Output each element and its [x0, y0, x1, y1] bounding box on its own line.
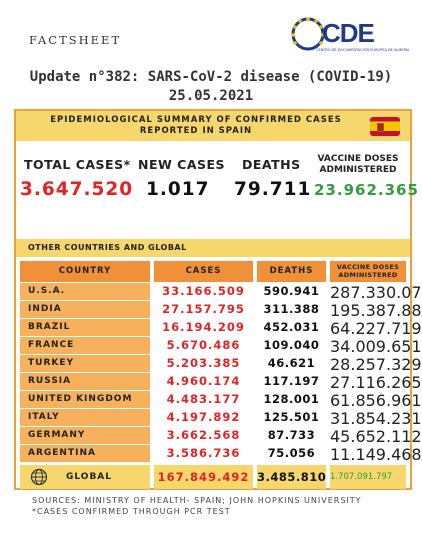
- row-vaccine-cell: 195.387.884: [330, 301, 422, 320]
- row-vaccine-cell: 64.227.719: [330, 319, 422, 338]
- summary-panel: EPIDEMIOLOGICAL SUMMARY OF CONFIRMED CAS…: [14, 109, 422, 490]
- row-country-cell: U.S.A.: [20, 283, 150, 300]
- row-cases-cell: 3.662.568: [166, 428, 241, 442]
- row-cases-cell: 27.157.795: [162, 302, 245, 316]
- total-cases-label: TOTAL CASES*: [24, 157, 131, 172]
- row-deaths-cell: 128.001: [263, 392, 320, 406]
- row-deaths-cell: 117.197: [263, 374, 320, 388]
- row-country-cell: ARGENTINA: [20, 445, 150, 462]
- row-deaths-cell: 46.621: [267, 356, 316, 370]
- row-vaccine-cell: 27.116.265: [330, 373, 422, 392]
- row-cases-cell: 4.197.892: [166, 410, 241, 424]
- other-countries-title: OTHER COUNTRIES AND GLOBAL: [28, 243, 187, 252]
- row-vaccine-cell: 28.257.329: [330, 355, 422, 374]
- row-cases-cell: 4.483.177: [166, 392, 241, 406]
- row-cases-cell: 16.194.209: [162, 320, 245, 334]
- global-deaths-cell: 3.485.810: [257, 465, 326, 489]
- footer: SOURCES: MINISTRY OF HEALTH- SPAIN; JOHN…: [32, 495, 362, 517]
- global-vaccine-cell: 1.707.091.797: [330, 465, 406, 489]
- row-vaccine-cell: 61.856.961: [330, 391, 422, 410]
- spain-summary-banner: EPIDEMIOLOGICAL SUMMARY OF CONFIRMED CAS…: [16, 111, 410, 141]
- row-vaccine-cell: 34.009.651: [330, 337, 422, 356]
- row-deaths-cell: 87.733: [267, 428, 316, 442]
- row-deaths-cell: 590.941: [263, 284, 320, 298]
- row-country-cell: RUSSIA: [20, 373, 150, 390]
- header-cases: CASES: [154, 261, 253, 282]
- pcr-note: *CASES CONFIRMED THROUGH PCR TEST: [32, 507, 231, 516]
- row-deaths-cell: 75.056: [267, 446, 316, 460]
- banner-title: EPIDEMIOLOGICAL SUMMARY OF CONFIRMED CAS…: [50, 115, 342, 136]
- page-title: Update n°382: SARS-CoV-2 disease (COVID-…: [29, 69, 393, 104]
- sources-note: SOURCES: MINISTRY OF HEALTH- SPAIN; JOHN…: [32, 496, 362, 505]
- row-country-cell: ITALY: [20, 409, 150, 426]
- row-vaccine-cell: 287.330.071: [330, 283, 422, 302]
- row-deaths-cell: 125.501: [263, 410, 320, 424]
- header-country: COUNTRY: [20, 261, 150, 282]
- row-deaths-cell: 452.031: [263, 320, 320, 334]
- deaths-value: 79.711: [234, 179, 312, 200]
- row-vaccine-cell: 11.149.468: [330, 445, 422, 464]
- row-cases-cell: 3.586.736: [166, 446, 241, 460]
- logo-subtitle: CENTRO DE DOCUMENTACIÓN EUROPEA DE ALMER…: [316, 48, 410, 52]
- header-vaccine: VACCINE DOSES ADMINISTERED: [330, 261, 406, 282]
- header-deaths: DEATHS: [257, 261, 326, 282]
- row-country-cell: TURKEY: [20, 355, 150, 372]
- vaccine-doses-value: 23.962.365: [314, 181, 419, 199]
- row-cases-cell: 5.670.486: [166, 338, 241, 352]
- row-country-cell: UNITED KINGDOM: [20, 391, 150, 408]
- globe-icon: [30, 468, 48, 486]
- vaccine-doses-label: VACCINE DOSES ADMINISTERED: [317, 154, 399, 175]
- row-country-cell: GERMANY: [20, 427, 150, 444]
- factsheet-label: FACTSHEET: [29, 33, 122, 47]
- row-country-cell: FRANCE: [20, 337, 150, 354]
- eu-stars-icon: [291, 17, 325, 51]
- row-country-cell: INDIA: [20, 301, 150, 318]
- spain-flag-icon: [370, 117, 400, 136]
- row-deaths-cell: 109.040: [263, 338, 320, 352]
- row-deaths-cell: 311.388: [263, 302, 320, 316]
- new-cases-label: NEW CASES: [138, 157, 226, 172]
- global-cases-cell: 167.849.492: [154, 465, 253, 489]
- row-cases-cell: 33.166.509: [162, 284, 245, 298]
- total-cases-value: 3.647.520: [20, 179, 134, 200]
- row-vaccine-cell: 45.652.112: [330, 427, 422, 446]
- row-cases-cell: 4.960.174: [166, 374, 241, 388]
- cde-logo: CDE CENTRO DE DOCUMENTACIÓN EUROPEA DE A…: [286, 12, 409, 62]
- new-cases-value: 1.017: [146, 179, 210, 200]
- row-country-cell: BRAZIL: [20, 319, 150, 336]
- row-vaccine-cell: 31.854.231: [330, 409, 422, 428]
- logo-text: CDE: [322, 18, 375, 48]
- deaths-label: DEATHS: [242, 157, 301, 172]
- row-cases-cell: 5.203.385: [166, 356, 241, 370]
- other-countries-bar: OTHER COUNTRIES AND GLOBAL: [16, 239, 410, 257]
